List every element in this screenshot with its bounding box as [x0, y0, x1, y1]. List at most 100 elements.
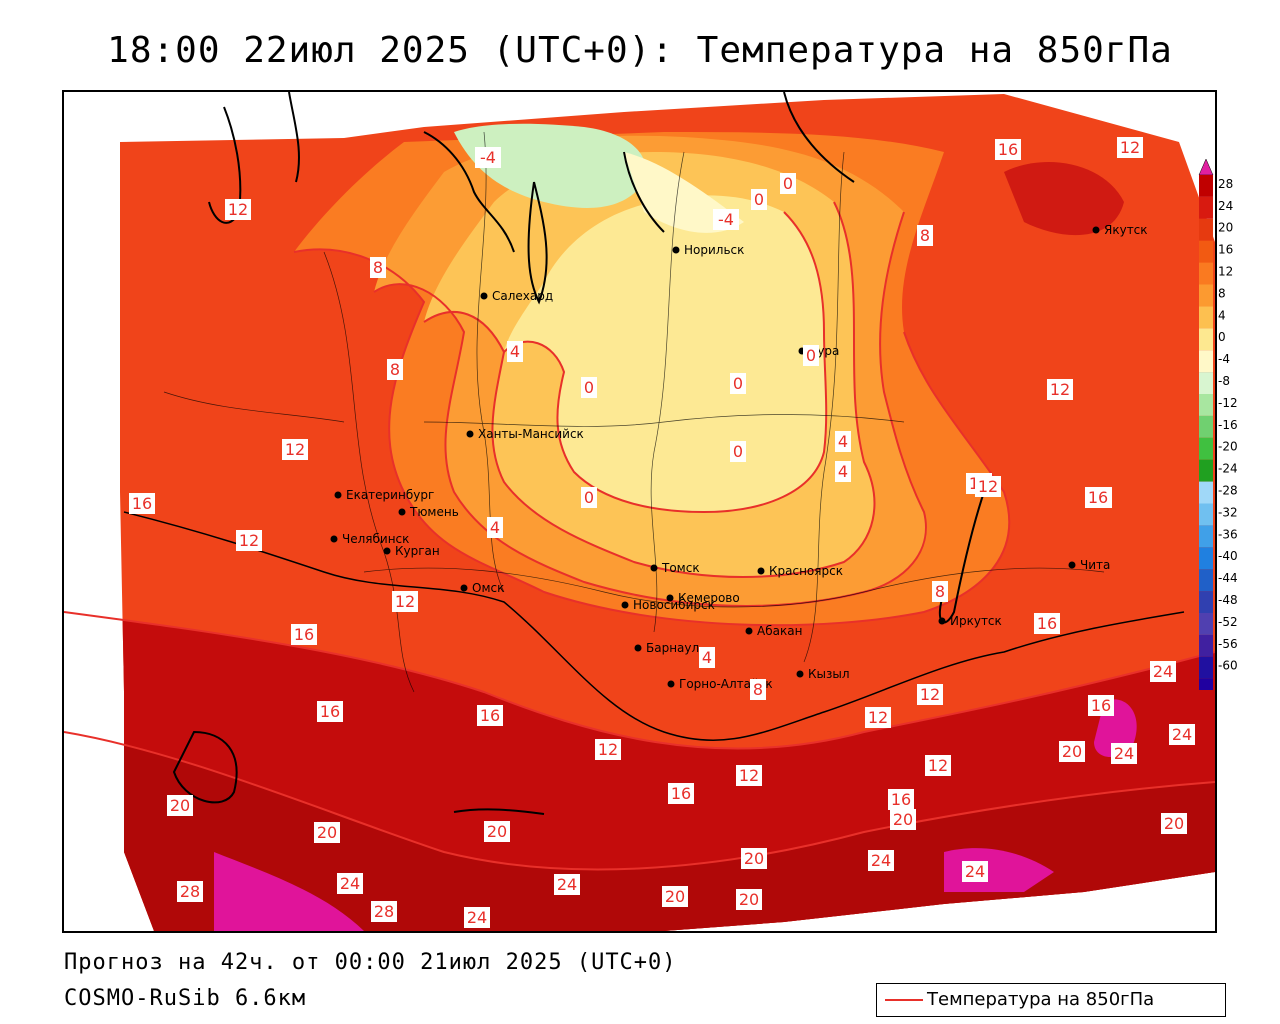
city-dot	[667, 680, 675, 688]
colorbar-swatches	[1198, 158, 1214, 690]
isotherm-label-bg	[736, 765, 762, 786]
isotherm-label: 12	[865, 707, 891, 728]
isotherm-label-bg	[1117, 137, 1143, 158]
isotherm-label-bg	[507, 341, 523, 362]
city-dot	[938, 617, 946, 625]
isotherm-label: 12	[392, 591, 418, 612]
isotherm-label-text: 24	[467, 908, 487, 927]
isotherm-label-text: 20	[744, 849, 764, 868]
colorbar-tick-label: -32	[1218, 505, 1238, 519]
isotherm-label-bg	[662, 886, 688, 907]
isotherm-lines	[64, 201, 1215, 871]
city-dot	[330, 535, 338, 543]
map-frame: Якутск Норильск Салехард Тура Ханты-Мансийск…	[62, 90, 1217, 933]
colorbar-swatch	[1199, 656, 1213, 679]
isotherm-label: 16	[317, 701, 343, 722]
isotherm-label: 20	[1059, 741, 1085, 762]
colorbar-tick-label: -40	[1218, 549, 1238, 563]
city-dot	[621, 601, 629, 609]
model-info: COSMO-RuSib 6.6км	[64, 986, 307, 1011]
legend: Температура на 850гПа	[876, 983, 1226, 1017]
isotherm-label-text: 12	[228, 200, 248, 219]
isotherm-label-bg	[1111, 743, 1137, 764]
isotherm-label-bg	[868, 850, 894, 871]
isotherm-label-bg	[337, 873, 363, 894]
city-label: Омск	[472, 581, 504, 595]
city-dot	[460, 584, 468, 592]
isotherm-label-text: 8	[390, 360, 400, 379]
isotherm-label-bg	[392, 591, 418, 612]
isotherm-label: 24	[1169, 724, 1195, 745]
isotherm-label: 4	[699, 647, 715, 668]
isotherm-label: 20	[662, 886, 688, 907]
city-label: Томск	[661, 561, 700, 575]
city-dot	[1068, 561, 1076, 569]
isotherm-label: 20	[890, 809, 916, 830]
isotherm-label: 12	[736, 765, 762, 786]
isotherm-label-bg	[1169, 724, 1195, 745]
isotherm-label-bg	[917, 225, 933, 246]
colorbar-swatch	[1199, 284, 1213, 307]
colorbar-ticks: 28 24 20 16 12 8 4 0 -4 -8 -12 -16 -20 -24 -28 -32 -36 -4…	[1218, 177, 1238, 673]
colorbar-swatch	[1199, 481, 1213, 504]
isotherm-label-bg	[387, 359, 403, 380]
city-label: Кемерово	[678, 591, 740, 605]
city-label: Кызыл	[808, 667, 850, 681]
isotherm-label-bg	[888, 789, 914, 810]
city-label: Ханты-Мансийск	[478, 427, 584, 441]
isotherm-label-text: 16	[480, 706, 500, 725]
city-marker: Норильск	[672, 243, 744, 257]
colorbar-top-arrow	[1198, 158, 1214, 176]
isotherm-label: 24	[962, 861, 988, 882]
isotherm-label-text: 12	[928, 756, 948, 775]
isotherm-label-bg	[487, 517, 503, 538]
isotherm-label-bg	[713, 209, 739, 230]
isotherm-label-text: 16	[294, 625, 314, 644]
city-markers: ЯкутскНорильскСалехардТураХанты-Мансийск…	[330, 223, 1148, 691]
isotherm-label-bg	[736, 889, 762, 910]
colorbar-swatch	[1199, 547, 1213, 570]
isotherm-label: 16	[995, 139, 1021, 160]
isotherm-label-text: 0	[733, 442, 743, 461]
colorbar-swatch	[1199, 569, 1213, 592]
isotherm-label: 20	[741, 848, 767, 869]
colorbar-swatch	[1199, 394, 1213, 416]
isotherm-label-text: 8	[920, 226, 930, 245]
isotherm-label-bg	[835, 461, 851, 482]
city-marker: Курган	[383, 544, 440, 558]
city-dot	[796, 670, 804, 678]
isotherm-label-text: 0	[584, 378, 594, 397]
colorbar: 28 24 20 16 12 8 4 0 -4 -8 -12 -16 -20 -24 -28 -32 -36 -4…	[1198, 158, 1238, 690]
city-marker: Красноярск	[757, 564, 843, 578]
isotherm-label-bg	[1047, 379, 1073, 400]
isotherm-label: 0	[581, 377, 597, 398]
colorbar-tick-label: -48	[1218, 593, 1238, 607]
city-label: Норильск	[684, 243, 744, 257]
city-marker: Якутск	[1092, 223, 1148, 237]
city-dot	[1092, 226, 1100, 234]
isotherm-label-text: 0	[733, 374, 743, 393]
city-marker: Иркутск	[938, 614, 1002, 628]
isotherm-label: 12	[975, 476, 1001, 497]
isotherm-label: 12	[236, 530, 262, 551]
isotherm-label: 20	[1161, 813, 1187, 834]
isotherm-label-text: 0	[806, 346, 816, 365]
isotherm-label: 20	[736, 889, 762, 910]
isotherm-label: 28	[177, 881, 203, 902]
colorbar-swatch	[1199, 372, 1213, 394]
colorbar-swatch	[1199, 328, 1213, 351]
isotherm-label-text: 20	[739, 890, 759, 909]
isotherm-label-text: 12	[868, 708, 888, 727]
colorbar-swatch	[1199, 678, 1213, 690]
city-marker: Горно-Алтайск	[667, 677, 773, 691]
city-dot	[650, 564, 658, 572]
isotherm-label: 16	[1088, 695, 1114, 716]
isotherm-label: 12	[925, 755, 951, 776]
isotherm-label-text: 24	[965, 862, 985, 881]
isotherm-label-text: 8	[373, 258, 383, 277]
isotherm-label: 16	[1085, 487, 1111, 508]
isotherm-label: 24	[337, 873, 363, 894]
isotherm-label-bg	[975, 476, 1001, 497]
city-marker: Ханты-Мансийск	[466, 427, 584, 441]
